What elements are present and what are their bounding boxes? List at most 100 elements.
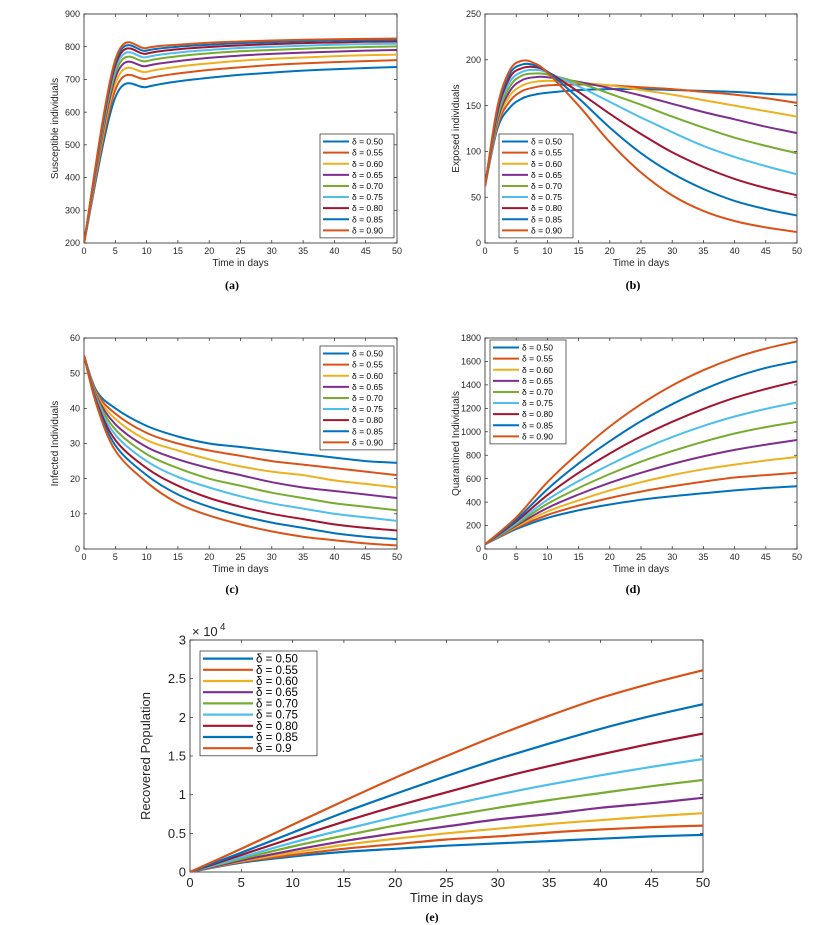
panel-e-legend-label-4: δ = 0.65: [256, 687, 298, 699]
panel-c-y-tick-label: 10: [70, 509, 80, 519]
panel-e-x-tick-label: 20: [388, 875, 402, 890]
panel-d-series-line-8: [485, 360, 797, 546]
panel-c-series-line-5: [84, 355, 397, 512]
panel-b-series-line-4: [485, 75, 797, 187]
panel-d-series-line-1: [485, 485, 797, 546]
panel-b-x-tick-label: 45: [761, 246, 771, 256]
panel-d-legend-label-2: δ = 0.55: [522, 354, 553, 364]
panel-c-y-tick-label: 20: [70, 474, 80, 484]
panel-e-series-line-2: [190, 824, 703, 872]
panel-c-y-tick-label: 40: [70, 403, 80, 413]
panel-a-legend-label-6: δ = 0.75: [352, 192, 383, 202]
panel-a-legend-label-4: δ = 0.65: [352, 170, 383, 180]
panel-c-x-tick-label: 0: [81, 552, 86, 562]
panel-d-legend-label-8: δ = 0.85: [522, 420, 553, 430]
panel-b-x-tick-label: 10: [542, 246, 552, 256]
panel-b-legend-label-8: δ = 0.85: [531, 214, 562, 224]
panel-b-series-line-9: [485, 59, 797, 233]
panel-e-x-tick-label: 50: [696, 875, 710, 890]
panel-a-series-line-7: [84, 40, 397, 243]
panel-e-legend-label-9: δ = 0.9: [256, 743, 292, 755]
panel-e-x-tick-label: 10: [285, 875, 299, 890]
panel-c-legend-label-8: δ = 0.85: [352, 426, 383, 436]
panel-b-x-tick-label: 20: [605, 246, 615, 256]
panel-a-x-tick-label: 40: [329, 246, 339, 256]
panel-c-y-tick-label: 50: [70, 368, 80, 378]
panel-b-x-tick-label: 0: [482, 246, 487, 256]
panel-b-legend-label-9: δ = 0.90: [531, 225, 562, 235]
panel-a-legend-label-1: δ = 0.50: [352, 137, 383, 147]
panel-e-y-tick-label: 1: [179, 787, 186, 802]
panel-d-legend-label-9: δ = 0.90: [522, 431, 553, 441]
panel-e-x-tick-label: 25: [439, 875, 453, 890]
panel-e-series-line-3: [190, 812, 703, 872]
panel-a-series-line-8: [84, 38, 397, 243]
panel-a-y-axis-label: Susceptible individuals: [50, 78, 61, 179]
panel-e-y-axis-label: Recovered Population: [138, 692, 153, 820]
panel-c-series-line-9: [84, 355, 397, 547]
panel-e-chart: 0 5 10 15 20 25 30 35 40 45 50 0 0.5 1 1.5 2 2.5 3 × 10 4 Ti…: [138, 622, 710, 924]
panel-d-x-tick-label: 35: [698, 552, 708, 562]
panel-a-series-line-9: [84, 37, 397, 243]
panel-d-y-tick-label: 1400: [461, 380, 481, 390]
panel-b-x-tick-label: 15: [574, 246, 584, 256]
panel-a-legend-label-3: δ = 0.60: [352, 159, 383, 169]
panel-d-x-tick-label: 40: [730, 552, 740, 562]
panel-b-legend-label-6: δ = 0.75: [531, 192, 562, 202]
panel-c-caption: (c): [225, 582, 238, 596]
panel-d-x-tick-label: 25: [636, 552, 646, 562]
panel-d-series-line-6: [485, 401, 797, 546]
panel-a-series-line-6: [84, 42, 397, 243]
panel-c-y-tick-label: 0: [75, 544, 80, 554]
panel-b-y-tick-label: 250: [466, 9, 481, 19]
panel-d-legend-label-7: δ = 0.80: [522, 409, 553, 419]
panel-b-y-tick-label: 100: [466, 147, 481, 157]
panel-b-x-tick-label: 35: [698, 246, 708, 256]
panel-d-x-tick-label: 10: [542, 552, 552, 562]
panel-a-y-tick-label: 800: [65, 42, 80, 52]
panel-c-x-tick-label: 10: [142, 552, 152, 562]
panel-e-series-line-1: [190, 833, 703, 872]
panel-c-x-tick-label: 45: [361, 552, 371, 562]
panel-a-series-line-2: [84, 59, 397, 243]
panel-e-series-line-9: [190, 669, 703, 872]
panel-e-caption: (e): [425, 910, 438, 924]
panel-a-legend-label-8: δ = 0.85: [352, 214, 383, 224]
panel-a-series-line-4: [84, 49, 397, 243]
panel-c-legend-label-3: δ = 0.60: [352, 371, 383, 381]
panel-e-exponent-label: × 10: [192, 624, 218, 639]
panel-d-y-tick-label: 800: [466, 450, 481, 460]
panel-d-legend-label-3: δ = 0.60: [522, 365, 553, 375]
panel-e-legend-label-5: δ = 0.70: [256, 698, 298, 710]
panel-d-x-tick-label: 45: [761, 552, 771, 562]
panel-d-x-tick-label: 50: [792, 552, 802, 562]
panel-d-series-line-4: [485, 439, 797, 546]
panel-a-legend-label-9: δ = 0.90: [352, 225, 383, 235]
panel-d-legend-label-1: δ = 0.50: [522, 343, 553, 353]
panel-b-y-tick-label: 150: [466, 101, 481, 111]
panel-e-x-tick-label: 5: [238, 875, 245, 890]
panel-b-series-line-5: [485, 72, 797, 187]
panel-b-x-tick-label: 40: [730, 246, 740, 256]
panel-e-legend-label-1: δ = 0.50: [256, 654, 298, 666]
panel-d-legend-label-6: δ = 0.75: [522, 398, 553, 408]
panel-e-x-tick-label: 40: [593, 875, 607, 890]
panel-e-x-tick-label: 15: [337, 875, 351, 890]
panel-b-caption: (b): [626, 278, 641, 292]
panel-c-legend-label-7: δ = 0.80: [352, 415, 383, 425]
panel-e-legend-label-6: δ = 0.75: [256, 710, 298, 722]
panel-b-legend-label-2: δ = 0.55: [531, 148, 562, 158]
panel-b-legend-label-7: δ = 0.80: [531, 203, 562, 213]
panel-e-x-tick-label: 45: [644, 875, 658, 890]
panel-c-series-line-7: [84, 355, 397, 532]
panel-b-series-line-6: [485, 68, 797, 187]
panel-b-x-tick-label: 5: [514, 246, 519, 256]
panel-b-series-line-1: [485, 88, 797, 187]
panel-c-x-tick-label: 20: [204, 552, 214, 562]
panel-d-x-tick-label: 5: [514, 552, 519, 562]
panel-d-y-tick-label: 1000: [461, 427, 481, 437]
panel-c-y-axis-label: Infected Individuals: [50, 401, 61, 487]
panel-d-x-axis-label: Time in days: [613, 564, 669, 575]
panel-a-series-line-5: [84, 45, 397, 243]
